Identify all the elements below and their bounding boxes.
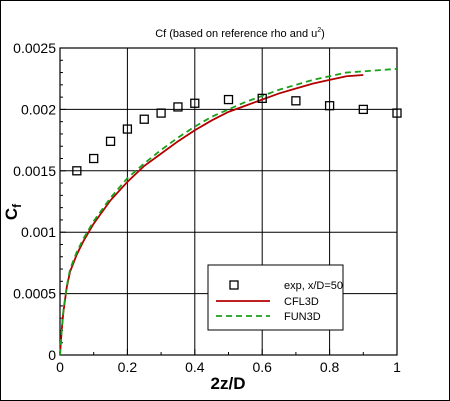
experiment-point — [223, 94, 234, 105]
experiment-point — [72, 166, 82, 176]
series-layer — [59, 67, 398, 356]
x-tick-label: 1 — [393, 359, 401, 375]
experiment-point — [122, 124, 133, 134]
chart-title: Cf (based on reference rho and u2) — [155, 27, 325, 40]
experiment-point — [291, 96, 301, 106]
y-tick-label: 0 — [48, 347, 56, 363]
experiment-point — [156, 108, 166, 118]
axis-ticks — [59, 47, 398, 356]
y-tick-label: 0.002 — [21, 101, 56, 117]
x-tick-label: 0.4 — [185, 359, 205, 375]
x-tick-label: 0 — [56, 359, 64, 375]
legend-label-cfl3d: CFL3D — [284, 296, 319, 308]
x-tick-label: 0.6 — [252, 359, 272, 375]
x-axis-label: 2z/D — [211, 374, 246, 393]
experiment-point — [173, 102, 183, 112]
x-tick-labels: 0 0.2 0.4 0.6 0.8 1 — [56, 359, 401, 375]
y-tick-label: 0.0025 — [13, 40, 56, 56]
y-tick-label: 0.001 — [21, 224, 56, 240]
x-tick-label: 0.8 — [320, 359, 340, 375]
legend-label-experiment: exp, x/D=50 — [284, 280, 343, 292]
y-axis-label: Cf — [2, 203, 24, 220]
legend-label-fun3d: FUN3D — [284, 311, 321, 323]
y-tick-label: 0.0015 — [13, 163, 56, 179]
experiment-point — [190, 98, 200, 108]
legend-marker-experiment — [229, 280, 239, 290]
experiment-point — [324, 101, 335, 111]
experiment-point — [392, 108, 402, 118]
experiment-point — [89, 153, 99, 164]
legend: exp, x/D=50 CFL3D FUN3D — [207, 264, 344, 331]
experiment-point — [358, 104, 368, 115]
fun3d-line — [59, 67, 398, 356]
experiment-point — [257, 93, 267, 103]
experiment-point — [139, 114, 149, 124]
experiment-markers — [72, 93, 402, 176]
legend-box — [207, 264, 344, 331]
x-tick-label: 0.2 — [118, 359, 138, 375]
y-tick-label: 0.0005 — [13, 286, 56, 302]
experiment-point — [105, 136, 116, 146]
y-tick-labels: 0 0.0005 0.001 0.0015 0.002 0.0025 — [13, 40, 56, 363]
